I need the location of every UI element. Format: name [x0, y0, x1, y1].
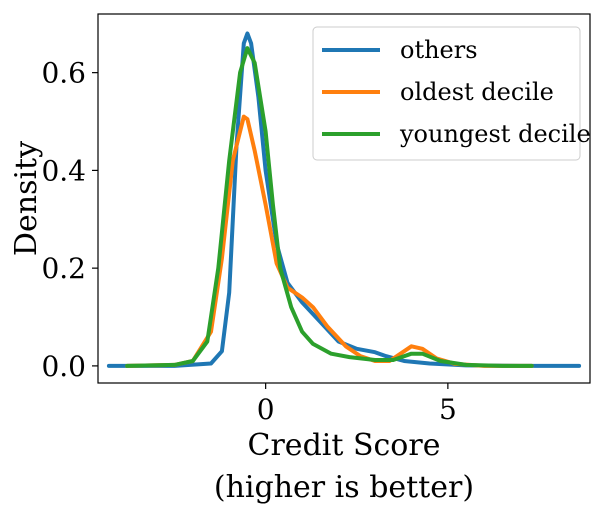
- y-tick-label: 0.2: [41, 252, 86, 285]
- legend-label-youngest-decile: youngest decile: [399, 120, 591, 148]
- x-tick-label: 0: [257, 393, 275, 426]
- legend-label-others: others: [400, 36, 478, 64]
- x-axis-label: Credit Score: [248, 428, 441, 463]
- series-line-youngest-decile: [125, 46, 534, 368]
- x-axis-label-line2: (higher is better): [214, 470, 474, 505]
- y-tick-label: 0.0: [41, 350, 86, 383]
- legend-box: [312, 26, 581, 161]
- series-line-others: [106, 31, 582, 368]
- series-line-oldest-decile: [125, 114, 534, 368]
- y-tick-label: 0.6: [41, 57, 86, 90]
- y-axis-label: Density: [9, 141, 44, 256]
- legend-label-oldest-decile: oldest decile: [400, 78, 554, 106]
- y-tick-label: 0.4: [41, 154, 86, 187]
- ticks-layer: 0 5 0.0 0.2 0.4 0.6: [41, 57, 456, 426]
- x-tick-label: 5: [439, 393, 457, 426]
- series-layer: [106, 31, 582, 368]
- legend: others oldest decile youngest decile: [312, 26, 591, 161]
- plot-frame: [97, 13, 591, 384]
